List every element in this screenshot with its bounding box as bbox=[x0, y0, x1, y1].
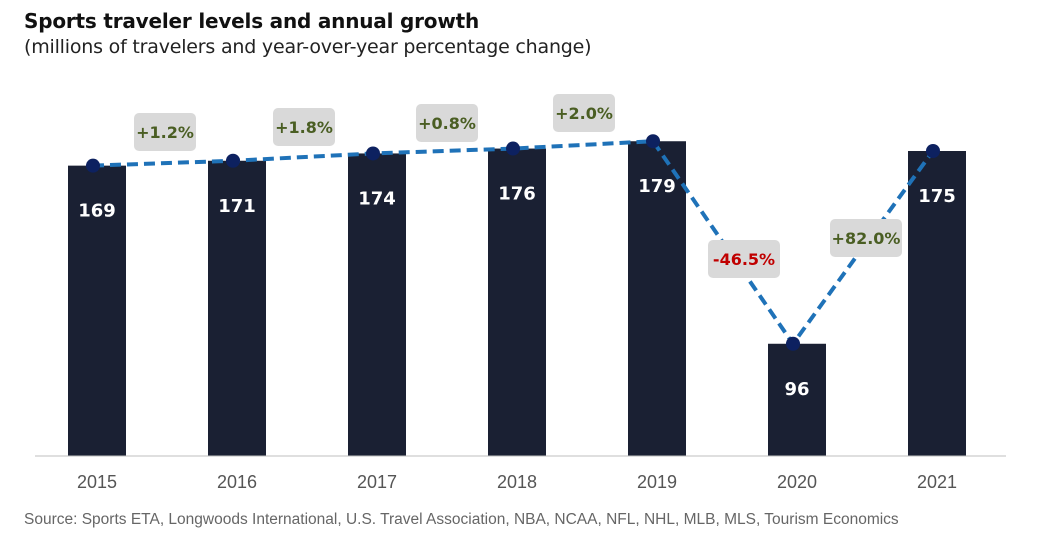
x-tick-label: 2015 bbox=[77, 472, 117, 492]
data-point bbox=[506, 141, 520, 156]
x-tick-label: 2020 bbox=[777, 472, 817, 492]
growth-label: -46.5% bbox=[713, 250, 775, 269]
growth-label-box bbox=[830, 219, 902, 257]
growth-label-box bbox=[416, 104, 478, 142]
growth-label: +82.0% bbox=[832, 229, 901, 248]
bar-value-label: 176 bbox=[498, 184, 536, 205]
growth-label-box bbox=[273, 108, 335, 146]
data-point bbox=[86, 158, 100, 173]
source-note: Source: Sports ETA, Longwoods Internatio… bbox=[24, 511, 899, 528]
x-tick-label: 2021 bbox=[917, 472, 957, 492]
growth-label-box bbox=[553, 94, 615, 132]
data-point bbox=[226, 153, 240, 168]
chart-title: Sports traveler levels and annual growth bbox=[24, 9, 479, 33]
bar-value-label: 96 bbox=[784, 379, 809, 400]
bar bbox=[488, 148, 546, 456]
x-tick-label: 2018 bbox=[497, 472, 537, 492]
growth-label: +1.8% bbox=[275, 118, 333, 137]
bar-value-label: 169 bbox=[78, 201, 116, 222]
data-point bbox=[366, 146, 380, 161]
bar-value-label: 171 bbox=[218, 196, 256, 217]
x-tick-label: 2016 bbox=[217, 472, 257, 492]
growth-label-box bbox=[708, 240, 780, 278]
data-point bbox=[646, 134, 660, 149]
growth-label: +1.2% bbox=[136, 123, 194, 142]
growth-label-box bbox=[134, 113, 196, 151]
x-tick-label: 2019 bbox=[637, 472, 677, 492]
growth-label: +0.8% bbox=[418, 114, 476, 133]
bar bbox=[908, 151, 966, 456]
bar bbox=[348, 153, 406, 456]
data-point bbox=[786, 336, 800, 351]
bar-value-label: 175 bbox=[918, 186, 956, 207]
growth-label: +2.0% bbox=[555, 104, 613, 123]
bar bbox=[208, 160, 266, 456]
bar bbox=[628, 141, 686, 457]
chart-subtitle: (millions of travelers and year-over-yea… bbox=[24, 36, 592, 58]
data-point bbox=[926, 144, 940, 158]
bar bbox=[68, 165, 126, 456]
bar bbox=[768, 343, 826, 456]
bar-value-label: 174 bbox=[358, 188, 396, 209]
x-tick-label: 2017 bbox=[357, 472, 397, 492]
bar-value-label: 179 bbox=[638, 176, 676, 197]
